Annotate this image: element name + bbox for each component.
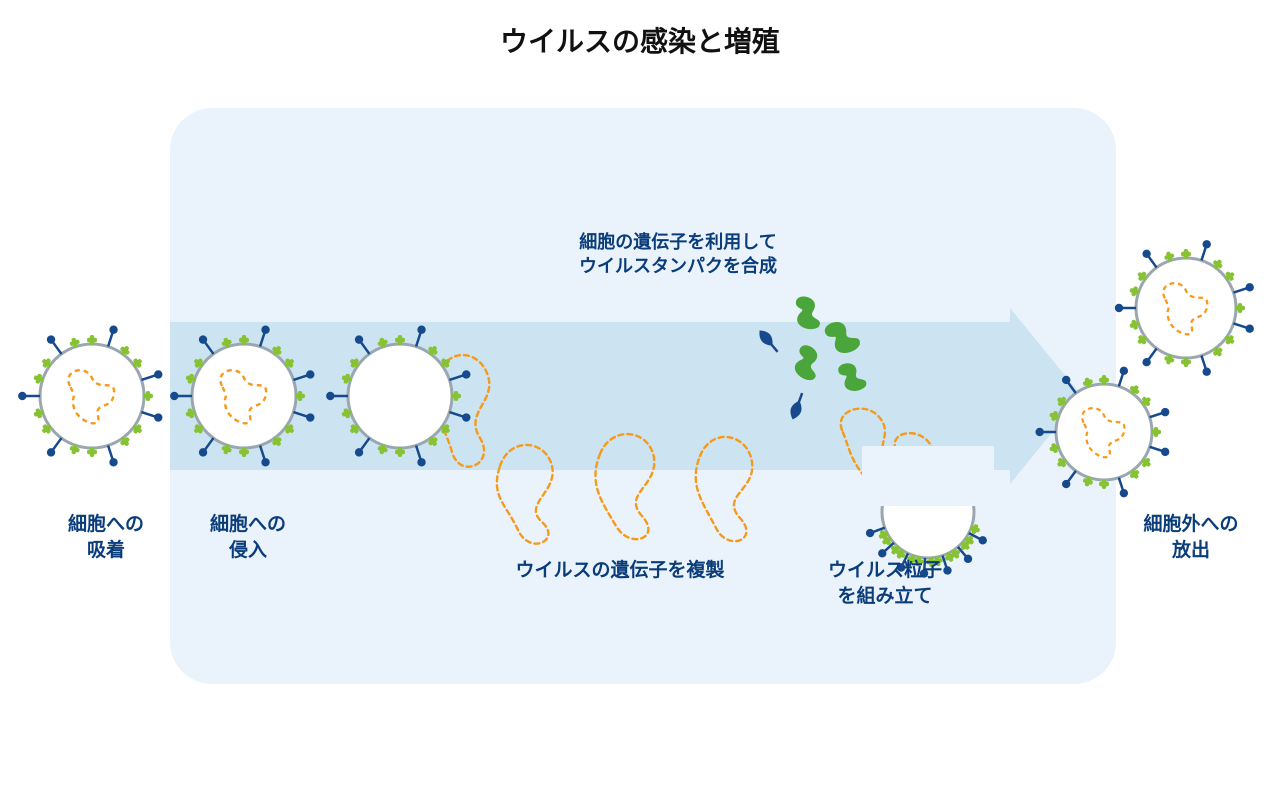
virus-icon (1115, 240, 1254, 376)
label-step3b: ウイルスの遺伝子を複製 (490, 558, 750, 584)
label-step3a: 細胞の遺伝子を利用して ウイルスタンパクを合成 (538, 230, 818, 279)
label-step4: ウイルス粒子 を組み立て (800, 558, 970, 609)
label-step5: 細胞外への 放出 (1116, 512, 1266, 563)
virus-icon (18, 326, 162, 467)
label-step1: 細胞への 吸着 (36, 512, 176, 563)
label-step2: 細胞への 侵入 (178, 512, 318, 563)
diagram-canvas (0, 0, 1280, 800)
